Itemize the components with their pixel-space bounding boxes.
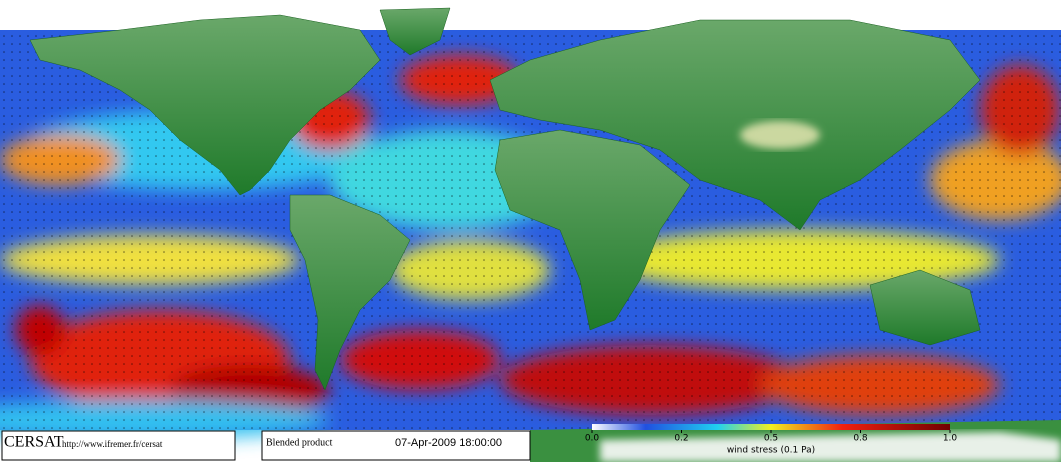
footer: CERSAT http://www.ifremer.fr/cersat Blen… (1, 430, 531, 461)
colorbar-tick-label: 1.0 (943, 434, 958, 444)
colorbar-gradient (592, 424, 950, 430)
timestamp: 07-Apr-2009 18:00:00 (395, 437, 502, 449)
colorbar-tick-label: 0.8 (853, 434, 868, 444)
colorbar-tick-label: 0.0 (585, 434, 600, 444)
colorbar-label: wind stress (0.1 Pa) (727, 446, 815, 456)
url: http://www.ifremer.fr/cersat (62, 439, 163, 449)
product-box (261, 430, 531, 461)
colorbar-tick-label: 0.2 (674, 434, 688, 444)
logo: CERSAT (4, 434, 64, 451)
colorbar-tick-label: 0.5 (764, 434, 778, 444)
product: Blended product (266, 437, 333, 448)
logo-box (1, 430, 236, 461)
colorbar: wind stress (0.1 Pa) 0.0 0.2 0.5 0.8 1.0 (585, 424, 958, 456)
